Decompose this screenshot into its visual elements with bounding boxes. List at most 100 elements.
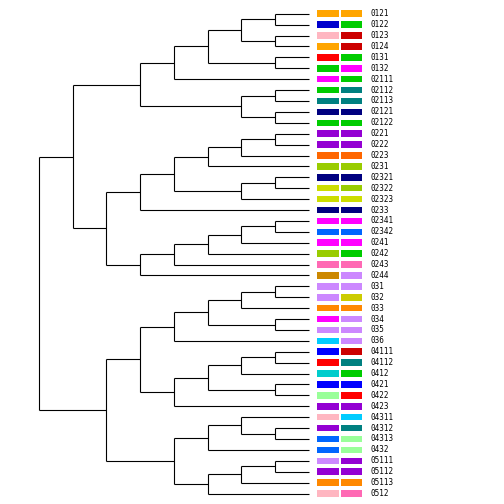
Text: 02342: 02342 xyxy=(370,227,393,236)
Bar xyxy=(341,305,362,311)
Bar xyxy=(341,174,362,180)
Bar xyxy=(318,468,339,475)
Text: 0131: 0131 xyxy=(370,53,389,62)
Text: 0432: 0432 xyxy=(370,446,389,455)
Text: 02322: 02322 xyxy=(370,184,393,193)
Text: 0412: 0412 xyxy=(370,369,389,378)
Bar xyxy=(341,436,362,443)
Bar xyxy=(341,348,362,355)
Bar xyxy=(318,218,339,224)
Text: 02112: 02112 xyxy=(370,86,393,95)
Bar xyxy=(318,228,339,235)
Bar xyxy=(341,239,362,246)
Bar xyxy=(341,152,362,159)
Bar xyxy=(318,119,339,126)
Bar xyxy=(341,261,362,268)
Text: 0242: 0242 xyxy=(370,249,389,258)
Bar xyxy=(318,87,339,93)
Bar xyxy=(341,338,362,344)
Bar xyxy=(341,54,362,60)
Bar xyxy=(318,261,339,268)
Bar xyxy=(341,447,362,453)
Bar xyxy=(341,185,362,192)
Text: 0512: 0512 xyxy=(370,489,389,498)
Text: 032: 032 xyxy=(370,293,384,302)
Text: 04111: 04111 xyxy=(370,347,393,356)
Text: 04311: 04311 xyxy=(370,413,393,422)
Bar xyxy=(318,76,339,83)
Bar xyxy=(341,21,362,28)
Bar xyxy=(318,207,339,213)
Text: 0243: 0243 xyxy=(370,260,389,269)
Bar xyxy=(341,490,362,497)
Bar xyxy=(318,436,339,443)
Text: 05111: 05111 xyxy=(370,456,393,465)
Bar xyxy=(318,327,339,333)
Text: 0241: 0241 xyxy=(370,238,389,247)
Bar xyxy=(341,65,362,72)
Text: 0124: 0124 xyxy=(370,42,389,51)
Text: 0421: 0421 xyxy=(370,380,389,389)
Text: 0423: 0423 xyxy=(370,402,389,411)
Bar xyxy=(341,228,362,235)
Bar xyxy=(341,207,362,213)
Bar xyxy=(318,185,339,192)
Text: 02321: 02321 xyxy=(370,173,393,182)
Bar xyxy=(341,327,362,333)
Text: 036: 036 xyxy=(370,336,384,345)
Bar xyxy=(341,163,362,170)
Bar xyxy=(341,43,362,50)
Bar xyxy=(341,32,362,39)
Bar xyxy=(341,392,362,399)
Text: 0231: 0231 xyxy=(370,162,389,171)
Bar xyxy=(318,458,339,464)
Bar xyxy=(341,403,362,410)
Bar xyxy=(341,283,362,290)
Bar xyxy=(341,119,362,126)
Bar xyxy=(341,381,362,388)
Bar xyxy=(318,490,339,497)
Bar xyxy=(341,196,362,203)
Bar xyxy=(318,316,339,323)
Bar xyxy=(318,403,339,410)
Bar xyxy=(341,458,362,464)
Bar xyxy=(318,294,339,300)
Text: 0122: 0122 xyxy=(370,20,389,29)
Text: 05113: 05113 xyxy=(370,478,393,487)
Bar xyxy=(341,468,362,475)
Bar xyxy=(341,479,362,486)
Bar xyxy=(318,283,339,290)
Bar xyxy=(318,370,339,377)
Bar xyxy=(318,239,339,246)
Text: 0221: 0221 xyxy=(370,129,389,138)
Text: 031: 031 xyxy=(370,282,384,291)
Bar xyxy=(341,359,362,366)
Text: 035: 035 xyxy=(370,326,384,335)
Bar xyxy=(318,152,339,159)
Bar xyxy=(318,65,339,72)
Bar xyxy=(318,54,339,60)
Bar xyxy=(341,414,362,420)
Text: 05112: 05112 xyxy=(370,467,393,476)
Text: 0244: 0244 xyxy=(370,271,389,280)
Bar xyxy=(341,316,362,323)
Text: 034: 034 xyxy=(370,314,384,324)
Bar xyxy=(341,272,362,279)
Bar xyxy=(318,141,339,148)
Bar xyxy=(341,98,362,104)
Bar xyxy=(318,98,339,104)
Bar xyxy=(318,250,339,257)
Bar xyxy=(318,447,339,453)
Bar xyxy=(341,250,362,257)
Bar xyxy=(341,131,362,137)
Text: 02122: 02122 xyxy=(370,118,393,128)
Text: 02341: 02341 xyxy=(370,216,393,225)
Bar xyxy=(318,305,339,311)
Bar xyxy=(318,272,339,279)
Bar xyxy=(341,109,362,115)
Bar xyxy=(318,392,339,399)
Bar xyxy=(318,479,339,486)
Bar xyxy=(341,141,362,148)
Bar xyxy=(318,381,339,388)
Text: 0123: 0123 xyxy=(370,31,389,40)
